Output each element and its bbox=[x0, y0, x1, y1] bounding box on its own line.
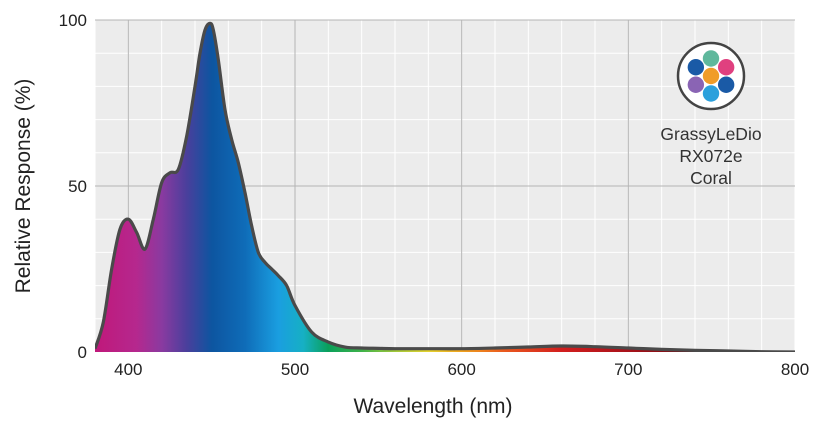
logo-dot-teal bbox=[702, 50, 720, 67]
y-axis-title: Relative Response (%) bbox=[12, 79, 35, 294]
x-axis-title: Wavelength (nm) bbox=[353, 395, 512, 418]
logo-dot-pink bbox=[717, 59, 735, 76]
logo-dot-blue-right bbox=[717, 76, 735, 93]
x-tick-labels: 400 500 600 700 800 bbox=[114, 360, 809, 379]
x-tick-label-700: 700 bbox=[614, 360, 642, 379]
logo-dot-blue-left bbox=[687, 59, 705, 76]
logo-dot-orange-center bbox=[702, 67, 720, 85]
spectrum-area bbox=[95, 23, 795, 352]
logo-dot-purple bbox=[687, 76, 705, 93]
x-tick-label-500: 500 bbox=[281, 360, 309, 379]
legend-line-2: RX072e bbox=[679, 146, 742, 166]
y-tick-label-0: 0 bbox=[78, 343, 87, 362]
brand-logo bbox=[676, 41, 746, 111]
x-tick-label-400: 400 bbox=[114, 360, 142, 379]
logo-dot-light-blue bbox=[702, 85, 720, 102]
y-tick-labels: 0 50 100 bbox=[59, 11, 87, 362]
y-tick-label-100: 100 bbox=[59, 11, 87, 30]
legend: GrassyLeDio RX072e Coral bbox=[660, 41, 762, 188]
x-tick-label-800: 800 bbox=[781, 360, 809, 379]
x-tick-label-600: 600 bbox=[447, 360, 475, 379]
spectrum-curve bbox=[95, 21, 795, 352]
legend-line-3: Coral bbox=[690, 168, 732, 188]
legend-line-1: GrassyLeDio bbox=[660, 124, 761, 144]
y-tick-label-50: 50 bbox=[68, 177, 87, 196]
